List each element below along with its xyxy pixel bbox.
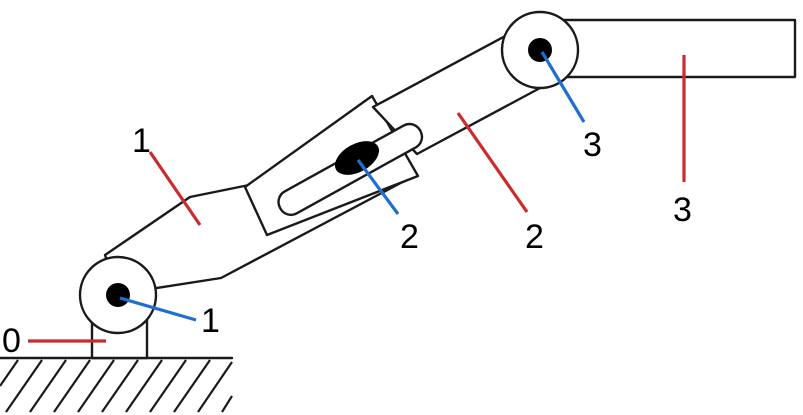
ground <box>0 356 234 413</box>
leader-joint-3 <box>540 51 586 123</box>
label-link-1: 1 <box>132 122 151 160</box>
joint-1-pin <box>106 283 130 307</box>
leader-link-1 <box>148 151 202 226</box>
joint-3-pin <box>528 38 552 62</box>
joint-leaders <box>119 51 586 322</box>
link-leaders <box>28 55 686 343</box>
leader-joint-1 <box>119 296 197 322</box>
label-joint-1: 1 <box>201 302 220 340</box>
link-3-body <box>536 18 797 79</box>
label-joint-2: 2 <box>400 218 419 256</box>
joint-2-slider-pin <box>334 141 380 175</box>
leader-joint-2 <box>356 159 400 215</box>
label-link-2: 2 <box>525 218 544 256</box>
leader-link-2 <box>456 112 529 213</box>
label-joint-3: 3 <box>583 126 602 164</box>
label-link-0: 0 <box>2 322 21 360</box>
ground-hatching <box>0 359 233 413</box>
label-link-3: 3 <box>673 191 692 229</box>
